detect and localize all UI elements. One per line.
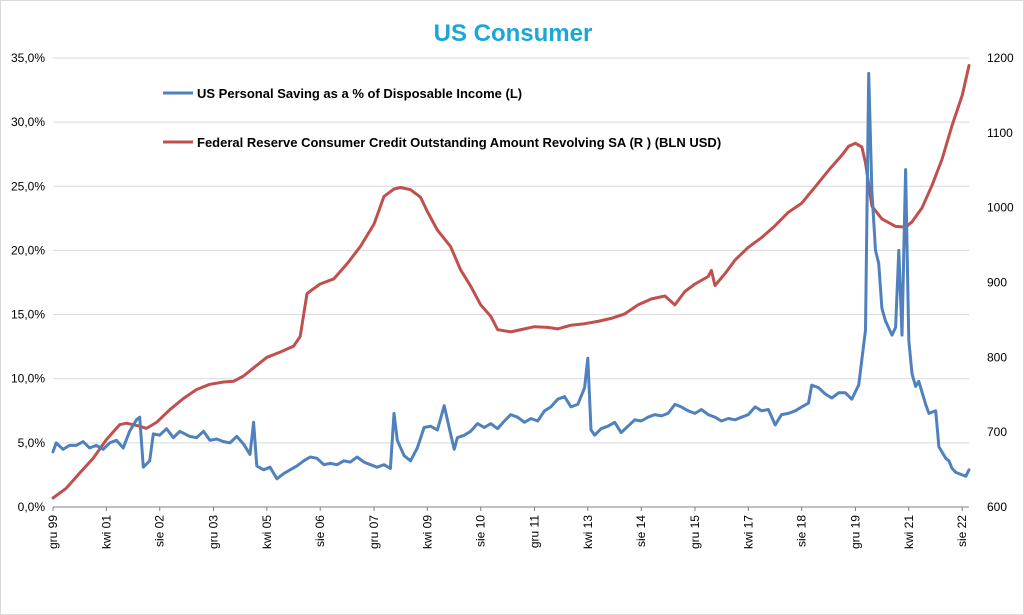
x-tick-label: kwi 05 bbox=[260, 515, 274, 549]
x-tick-label: gru 07 bbox=[367, 515, 381, 549]
series-layer bbox=[51, 64, 971, 500]
right-tick-label: 1200 bbox=[987, 51, 1014, 65]
legend: US Personal Saving as a % of Disposable … bbox=[163, 86, 721, 150]
x-axis: gru 99 kwi 01 sie 02 gru 03 kwi 05 sie 06 gru … bbox=[46, 507, 969, 549]
left-tick-label: 30,0% bbox=[11, 115, 45, 129]
x-tick-label: gru 99 bbox=[46, 515, 60, 549]
x-tick-label: sie 02 bbox=[153, 515, 167, 547]
right-axis-ticks: 600 700 800 900 1000 1100 1200 bbox=[987, 51, 1014, 514]
x-tick-label: gru 15 bbox=[688, 515, 702, 549]
x-tick-label: sie 22 bbox=[955, 515, 969, 547]
left-axis-ticks: 0,0% 5,0% 10,0% 15,0% 20,0% 25,0% 30,0% 35,0% bbox=[11, 51, 45, 514]
x-tick-label: sie 18 bbox=[795, 515, 809, 547]
right-tick-label: 900 bbox=[987, 276, 1007, 290]
right-tick-label: 1100 bbox=[987, 126, 1013, 140]
legend-label-credit: Federal Reserve Consumer Credit Outstand… bbox=[197, 135, 721, 150]
right-tick-label: 700 bbox=[987, 425, 1007, 439]
x-tick-label: sie 06 bbox=[313, 515, 327, 547]
right-tick-label: 800 bbox=[987, 350, 1007, 364]
left-tick-label: 10,0% bbox=[11, 372, 45, 386]
right-tick-label: 1000 bbox=[987, 201, 1014, 215]
x-tick-label: kwi 17 bbox=[741, 515, 755, 549]
series-line-credit bbox=[51, 64, 971, 500]
x-tick-label: kwi 13 bbox=[581, 515, 595, 549]
left-tick-label: 0,0% bbox=[18, 500, 46, 514]
left-tick-label: 5,0% bbox=[18, 436, 46, 450]
x-tick-label: kwi 09 bbox=[420, 515, 434, 549]
chart-title: US Consumer bbox=[434, 20, 593, 47]
series-line-saving bbox=[51, 71, 971, 481]
x-tick-label: gru 03 bbox=[206, 515, 220, 549]
x-tick-label: sie 10 bbox=[474, 515, 488, 547]
x-tick-label: sie 14 bbox=[634, 515, 648, 547]
right-tick-label: 600 bbox=[987, 500, 1007, 514]
x-tick-label: kwi 01 bbox=[99, 515, 113, 549]
x-tick-label: kwi 21 bbox=[902, 515, 916, 549]
legend-label-saving: US Personal Saving as a % of Disposable … bbox=[197, 86, 522, 101]
grid-lines bbox=[53, 57, 969, 508]
left-tick-label: 15,0% bbox=[11, 308, 45, 322]
left-tick-label: 20,0% bbox=[11, 243, 45, 257]
x-tick-label: gru 19 bbox=[848, 515, 862, 549]
left-tick-label: 35,0% bbox=[11, 51, 45, 65]
x-tick-label: gru 11 bbox=[527, 515, 541, 548]
left-tick-label: 25,0% bbox=[11, 179, 45, 193]
